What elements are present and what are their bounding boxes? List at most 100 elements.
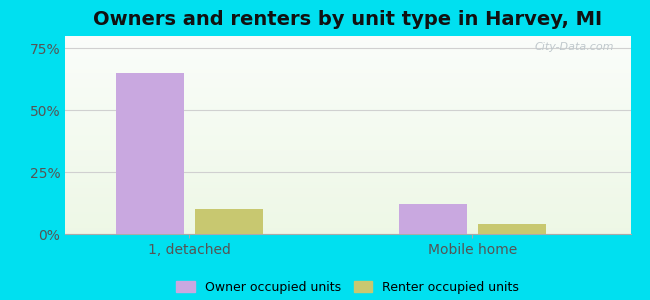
Bar — [65, 111, 630, 112]
Bar — [65, 118, 630, 119]
Bar — [65, 181, 630, 182]
Bar — [65, 114, 630, 115]
Bar — [65, 115, 630, 116]
Bar — [65, 154, 630, 155]
Bar — [65, 98, 630, 99]
Bar — [65, 66, 630, 67]
Bar — [65, 170, 630, 171]
Bar — [65, 172, 630, 174]
Bar — [65, 177, 630, 178]
Bar — [65, 46, 630, 47]
Bar — [65, 44, 630, 45]
Bar — [65, 207, 630, 208]
Bar — [65, 39, 630, 40]
Bar — [65, 222, 630, 223]
Bar — [65, 125, 630, 126]
Bar — [65, 103, 630, 104]
Bar — [478, 224, 545, 234]
Bar — [65, 146, 630, 147]
Bar — [65, 215, 630, 216]
Bar — [65, 206, 630, 207]
Bar — [65, 101, 630, 102]
Bar — [65, 58, 630, 59]
Bar — [65, 86, 630, 88]
Bar — [65, 131, 630, 132]
Bar — [65, 89, 630, 90]
Bar — [65, 120, 630, 121]
Bar — [65, 94, 630, 95]
Bar — [65, 218, 630, 219]
Bar — [65, 63, 630, 64]
Bar — [65, 142, 630, 143]
Bar — [65, 129, 630, 130]
Bar — [65, 107, 630, 108]
Bar — [65, 213, 630, 214]
Bar — [65, 92, 630, 93]
Bar — [65, 105, 630, 106]
Bar — [65, 78, 630, 79]
Bar — [65, 109, 630, 110]
Bar — [65, 70, 630, 71]
Bar — [65, 203, 630, 204]
Bar — [65, 164, 630, 165]
Bar — [65, 76, 630, 78]
Bar — [65, 132, 630, 133]
Bar — [65, 232, 630, 233]
Bar — [65, 143, 630, 144]
Bar — [65, 233, 630, 234]
Bar — [65, 59, 630, 60]
Bar — [65, 178, 630, 179]
Bar — [65, 168, 630, 169]
Bar — [65, 211, 630, 212]
Bar — [65, 150, 630, 151]
Bar — [65, 100, 630, 101]
Bar — [65, 37, 630, 38]
Bar — [65, 188, 630, 190]
Bar — [65, 123, 630, 124]
Bar — [65, 74, 630, 75]
Bar — [65, 223, 630, 224]
Bar — [65, 121, 630, 122]
Bar — [65, 64, 630, 65]
Bar — [65, 162, 630, 163]
Bar — [65, 60, 630, 61]
Bar — [65, 187, 630, 188]
Bar — [65, 149, 630, 150]
Bar — [65, 145, 630, 146]
Bar — [65, 93, 630, 94]
Bar — [65, 220, 630, 221]
Bar — [65, 122, 630, 123]
Bar — [65, 184, 630, 185]
Bar — [65, 200, 630, 201]
Bar — [65, 229, 630, 230]
Bar — [65, 153, 630, 154]
Bar — [65, 175, 630, 176]
Bar — [65, 182, 630, 184]
Bar — [65, 136, 630, 137]
Bar — [65, 174, 630, 175]
Bar — [65, 79, 630, 80]
Bar — [65, 73, 630, 74]
Bar — [65, 160, 630, 161]
Bar — [65, 47, 630, 48]
Bar — [65, 147, 630, 148]
Bar — [65, 85, 630, 86]
Bar — [65, 36, 630, 37]
Bar — [65, 42, 630, 43]
Bar — [65, 45, 630, 46]
Bar — [65, 158, 630, 159]
Bar — [65, 102, 630, 103]
Bar — [65, 43, 630, 44]
Bar — [65, 135, 630, 136]
Bar — [65, 69, 630, 70]
Bar — [65, 124, 630, 125]
Bar — [65, 82, 630, 83]
Text: City-Data.com: City-Data.com — [534, 42, 614, 52]
Bar — [65, 192, 630, 194]
Bar — [65, 144, 630, 145]
Bar — [65, 138, 630, 139]
Bar — [65, 112, 630, 113]
Bar — [65, 82, 630, 83]
Bar — [65, 83, 630, 85]
Bar — [65, 165, 630, 166]
